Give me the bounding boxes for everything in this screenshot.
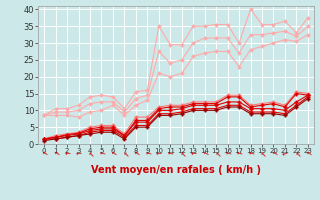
Text: ←: ← <box>223 151 232 159</box>
Text: ←: ← <box>281 151 289 159</box>
Text: ←: ← <box>132 151 140 159</box>
Text: ←: ← <box>235 151 243 159</box>
Text: ←: ← <box>292 151 300 159</box>
Text: ←: ← <box>120 151 128 159</box>
Text: ←: ← <box>305 152 311 158</box>
Text: ←: ← <box>246 151 255 159</box>
Text: ←: ← <box>109 151 116 158</box>
Text: ←: ← <box>86 151 94 158</box>
Text: ←: ← <box>189 151 197 158</box>
Text: ←: ← <box>75 151 82 158</box>
Text: ←: ← <box>155 151 163 159</box>
Text: ←: ← <box>258 151 266 159</box>
Text: ←: ← <box>167 151 174 158</box>
Text: ←: ← <box>178 151 185 158</box>
Text: ←: ← <box>97 151 106 159</box>
Text: ←: ← <box>40 151 48 159</box>
Text: ←: ← <box>52 151 60 159</box>
Text: ←: ← <box>143 151 151 159</box>
Text: ←: ← <box>269 151 278 159</box>
Text: ←: ← <box>212 151 220 159</box>
Text: ←: ← <box>63 151 71 159</box>
Text: ←: ← <box>201 151 208 158</box>
X-axis label: Vent moyen/en rafales ( km/h ): Vent moyen/en rafales ( km/h ) <box>91 165 261 175</box>
